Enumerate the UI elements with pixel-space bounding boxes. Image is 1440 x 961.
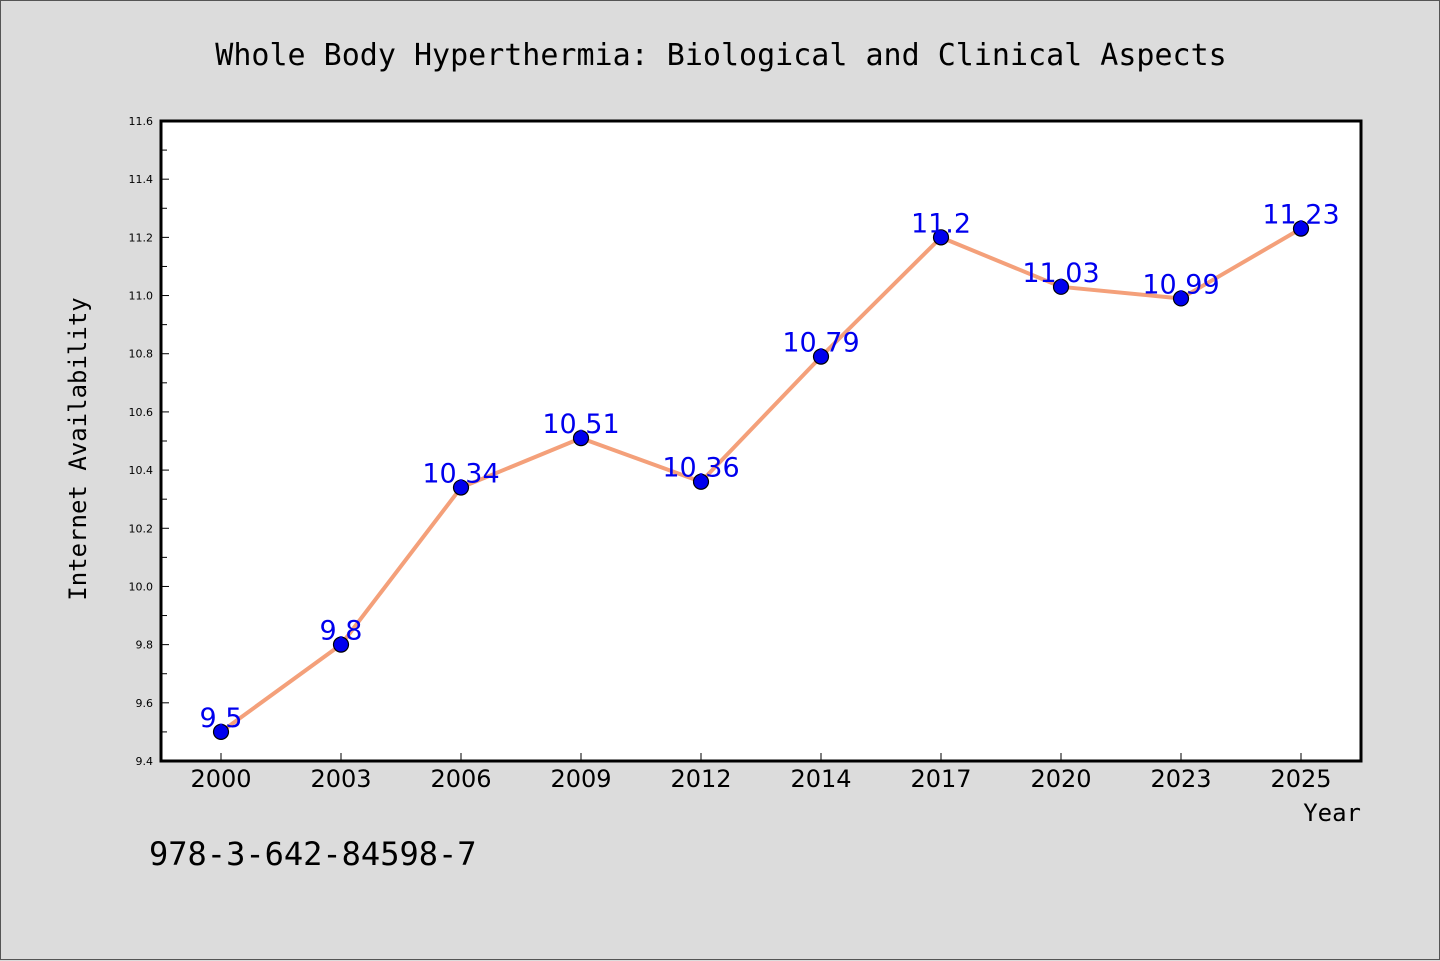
data-point <box>332 636 350 653</box>
plot-area <box>159 119 1363 763</box>
y-tick-label: 10.0 <box>129 580 154 593</box>
x-tick-label: 2020 <box>1030 765 1091 793</box>
data-point <box>932 229 950 246</box>
x-tick-label: 2003 <box>310 765 371 793</box>
x-tick-label: 2006 <box>430 765 491 793</box>
x-tick-label: 2014 <box>790 765 851 793</box>
data-label: 10.34 <box>422 459 499 490</box>
isbn-annotation: 978-3-642-84598-7 <box>149 835 477 873</box>
y-tick-label: 9.8 <box>136 639 154 652</box>
y-tick-label: 11.0 <box>129 290 154 303</box>
data-point <box>212 723 230 741</box>
x-tick-label: 2025 <box>1270 765 1331 793</box>
data-point <box>812 348 830 365</box>
y-tick-label: 10.8 <box>129 348 154 361</box>
x-tick-label: 2017 <box>910 765 971 793</box>
y-tick-label: 10.4 <box>129 464 154 477</box>
data-point <box>1292 220 1310 237</box>
y-tick-label: 9.6 <box>136 697 154 710</box>
x-tick-label: 2000 <box>190 765 251 793</box>
data-point <box>572 429 590 447</box>
data-label: 10.79 <box>782 328 859 359</box>
data-point <box>692 473 710 490</box>
chart-title: Whole Body Hyperthermia: Biological and … <box>215 38 1226 73</box>
data-label: 11.03 <box>1022 258 1099 289</box>
data-label: 10.51 <box>542 409 619 440</box>
markers-group <box>212 220 1310 741</box>
data-label: 9.5 <box>200 703 243 734</box>
series-line <box>219 226 1303 734</box>
series-line-group <box>219 226 1303 734</box>
x-axis-label: Year <box>1303 799 1361 827</box>
y-tick-label: 11.6 <box>129 115 154 128</box>
data-label: 11.2 <box>911 208 971 239</box>
x-tick-label: 2009 <box>550 765 611 793</box>
x-tick-label: 2023 <box>1150 765 1211 793</box>
y-tick-label: 9.4 <box>136 755 154 768</box>
data-point <box>1052 278 1070 295</box>
y-axis-label: Internet Availability <box>64 297 92 600</box>
data-point <box>1172 290 1190 307</box>
x-tick-label: 2012 <box>670 765 731 793</box>
data-point <box>452 479 470 496</box>
data-label: 11.23 <box>1262 200 1339 231</box>
data-label: 10.36 <box>662 453 739 484</box>
x-axis: 2000 2003 2006 2009 2012 2014 2017 2020 2023 2025 <box>190 753 1332 793</box>
data-label: 10.99 <box>1142 269 1219 300</box>
y-tick-label: 11.2 <box>129 231 154 244</box>
data-label: 9.8 <box>320 616 363 647</box>
y-axis: 9.4 9.6 9.8 10.0 10.2 10.4 10.6 10.8 11.0 11.2 11.… <box>129 115 169 768</box>
y-tick-label: 11.4 <box>129 173 154 186</box>
y-tick-label: 10.6 <box>129 406 154 419</box>
data-labels-group: 9.5 9.8 10.34 10.51 10.36 10.79 11.2 11.03 10.99… <box>200 200 1340 734</box>
y-tick-label: 10.2 <box>129 522 154 535</box>
